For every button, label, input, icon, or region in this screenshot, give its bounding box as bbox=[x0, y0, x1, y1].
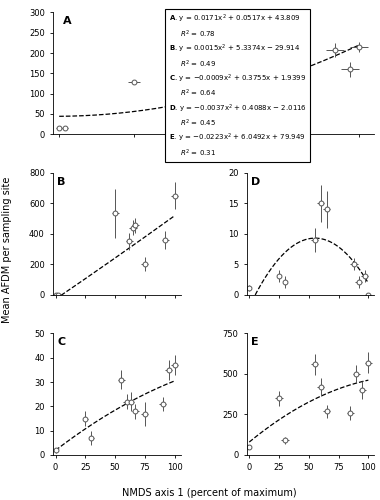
Text: NMDS axis 1 (percent of maximum): NMDS axis 1 (percent of maximum) bbox=[122, 488, 296, 498]
Text: $\mathbf{A}$. y = 0.0171x$^2$ + 0.0517x + 43.809
     $R^2$ = 0.78
$\mathbf{B}$.: $\mathbf{A}$. y = 0.0171x$^2$ + 0.0517x … bbox=[169, 13, 307, 159]
Text: E: E bbox=[251, 337, 258, 347]
Text: B: B bbox=[57, 176, 65, 186]
Text: C: C bbox=[57, 337, 65, 347]
Text: D: D bbox=[251, 176, 260, 186]
Text: Mean AFDM per sampling site: Mean AFDM per sampling site bbox=[2, 177, 12, 323]
Text: A: A bbox=[63, 16, 71, 26]
